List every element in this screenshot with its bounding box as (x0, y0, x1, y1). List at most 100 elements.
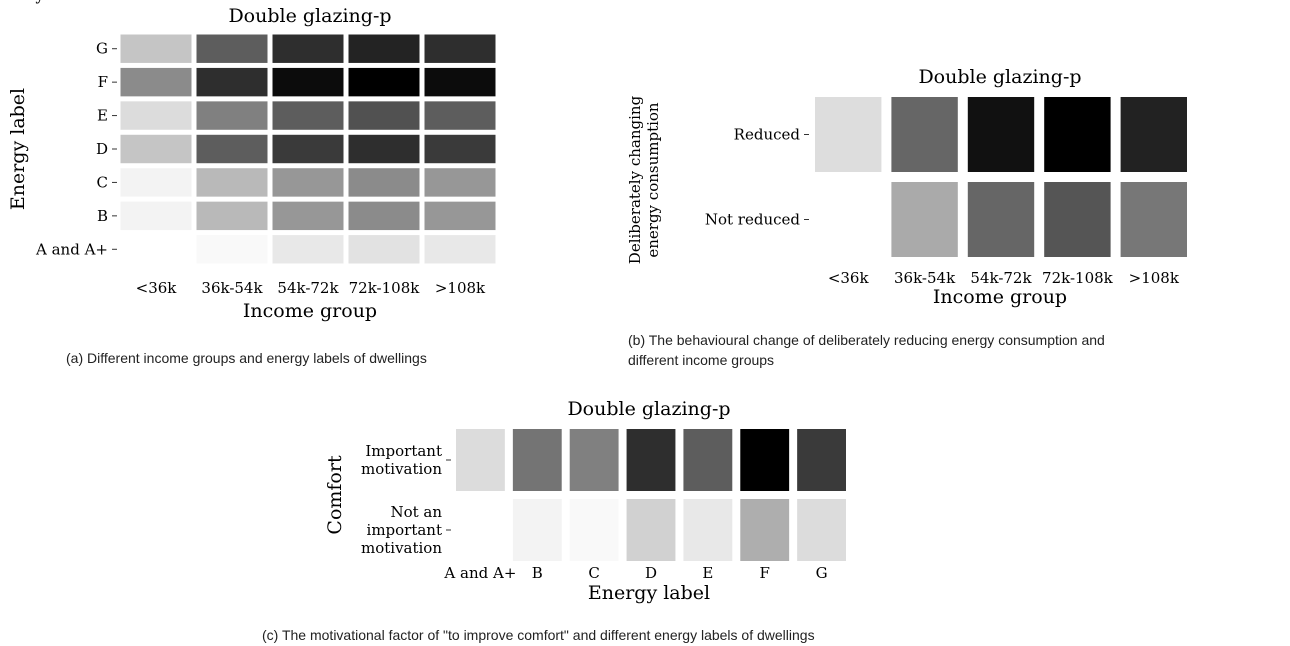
heatmap-cell (348, 168, 420, 197)
caption-b-line2: different income groups (628, 352, 775, 368)
heatmap-cell (120, 67, 192, 97)
y-tick-label: F (98, 73, 108, 91)
heatmap-cell (424, 34, 496, 63)
heatmap-cell (120, 168, 192, 197)
heatmap-cell (120, 101, 192, 130)
caption-c: (c) The motivational factor of "to impro… (262, 627, 815, 643)
heatmap-cell (196, 34, 268, 63)
y-tick-label: motivation (361, 539, 442, 557)
x-axis-label: Energy label (588, 582, 710, 604)
heatmap-cell (626, 499, 676, 561)
y-tick-label: Important (365, 442, 442, 460)
colorbar-tick-label: 0.15 (0, 0, 36, 4)
heatmap-cell (272, 201, 344, 231)
heatmap-cell (815, 97, 882, 172)
y-tick-label: C (97, 173, 108, 191)
y-tick-label: important (367, 521, 442, 539)
heatmap-cell (683, 429, 733, 491)
x-tick-label: A and A+ (443, 564, 516, 582)
heatmap-cell (797, 499, 846, 561)
heatmap-cell (512, 499, 562, 561)
colorbar-tick-label: 0.05 (0, 0, 36, 4)
y-axis-label: Deliberately changing (626, 95, 644, 264)
heatmap-cell (120, 34, 192, 63)
chart-title: Double glazing-p (567, 398, 730, 420)
y-tick-label: Not reduced (705, 211, 801, 229)
heatmap-cell (1044, 182, 1111, 257)
x-tick-label: 72k-108k (349, 279, 421, 297)
colorbar-title: Probability (0, 0, 44, 4)
x-axis-label: Income group (933, 286, 1067, 308)
y-tick-label: G (96, 40, 108, 58)
heatmap-cell (196, 101, 268, 130)
heatmap-cell (891, 97, 958, 172)
y-axis-label: Energy label (7, 88, 29, 210)
heatmap-cell (272, 168, 344, 197)
heatmap-cell (348, 134, 420, 164)
heatmap-cell (683, 499, 733, 561)
x-tick-label: F (760, 564, 770, 582)
heatmap-cell (348, 67, 420, 97)
y-tick-label: B (97, 207, 108, 225)
colorbar-tick-label: 0.10 (0, 0, 36, 4)
heatmap-cell (272, 235, 344, 264)
y-tick-label: motivation (361, 460, 442, 478)
x-tick-label: 36k-54k (201, 279, 263, 297)
heatmap-cell (424, 67, 496, 97)
heatmap-cell (272, 34, 344, 63)
heatmap-cell (424, 101, 496, 130)
heatmap-cell (512, 429, 562, 491)
heatmap-cell (740, 499, 790, 561)
colorbar-tick-label: 0.20 (0, 0, 36, 4)
heatmap-cell (1044, 97, 1111, 172)
heatmap-cell (1120, 97, 1187, 172)
x-tick-label: >108k (435, 279, 486, 297)
heatmap-cell (120, 201, 192, 231)
heatmap-cell (626, 429, 676, 491)
heatmap-cell (348, 101, 420, 130)
heatmap-cell (120, 134, 192, 164)
x-tick-label: <36k (136, 279, 178, 297)
x-tick-label: 54k-72k (970, 269, 1032, 287)
colorbar-tick-label: 0.08 (0, 0, 36, 4)
colorbar-tick-label: 0.10 (0, 0, 36, 4)
y-tick-label: D (96, 140, 108, 158)
heatmap-cell (272, 134, 344, 164)
heatmap-cell (569, 429, 619, 491)
heatmap-cell (424, 201, 496, 231)
y-tick-label: Reduced (734, 126, 801, 144)
heatmap-cell (196, 235, 268, 264)
heatmap-cell (424, 235, 496, 264)
colorbar-tick-label: 0.04 (0, 0, 36, 4)
heatmap-cell (272, 101, 344, 130)
heatmap-cell (348, 235, 420, 264)
x-tick-label: C (588, 564, 599, 582)
colorbar-tick-label: 0.06 (0, 0, 36, 4)
colorbar-tick-label: 0.05 (0, 0, 36, 4)
caption-a: (a) Different income groups and energy l… (66, 350, 427, 366)
x-tick-label: >108k (1129, 269, 1180, 287)
x-tick-label: D (645, 564, 657, 582)
heatmap-cell (967, 97, 1035, 172)
heatmap-cell (348, 34, 420, 63)
x-tick-label: G (816, 564, 828, 582)
colorbar-tick-label: 0.15 (0, 0, 36, 4)
chart-title: Double glazing-p (228, 5, 391, 27)
heatmap-cell (424, 134, 496, 164)
x-tick-label: E (702, 564, 713, 582)
x-tick-label: <36k (828, 269, 870, 287)
y-tick-label: Not an (390, 503, 442, 521)
y-tick-label: E (97, 107, 108, 125)
heatmap-cell (967, 182, 1035, 257)
x-tick-label: B (532, 564, 543, 582)
heatmap-cell (456, 429, 505, 491)
heatmap-cell (196, 168, 268, 197)
y-tick-label: A and A+ (35, 240, 108, 258)
heatmap-cell (891, 182, 958, 257)
x-axis-label: Income group (243, 300, 377, 322)
heatmap-cell (569, 499, 619, 561)
heatmap-cell (797, 429, 846, 491)
x-tick-label: 36k-54k (894, 269, 956, 287)
chart-title: Double glazing-p (918, 66, 1081, 88)
